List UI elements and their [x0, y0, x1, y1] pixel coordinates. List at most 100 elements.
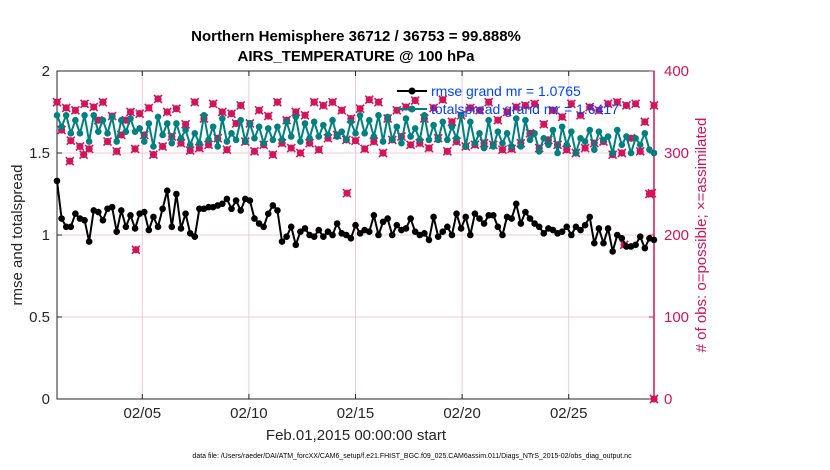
rmse-point — [393, 221, 401, 229]
spread-point — [531, 130, 538, 137]
spread-point — [301, 120, 309, 127]
y-axis-left-ticks: 0 0.5 1 1.5 2 — [29, 63, 62, 408]
obs-point-cross — [392, 105, 402, 115]
spread-point — [627, 149, 635, 157]
obs-point-cross — [112, 146, 122, 156]
spread-point — [558, 123, 566, 131]
obs-point-cross — [497, 145, 508, 155]
spread-point — [577, 134, 584, 142]
obs-point-cross — [530, 99, 540, 109]
obs-point-cross — [484, 97, 494, 107]
rmse-point — [182, 210, 189, 217]
rmse-point — [122, 223, 130, 231]
obs-point-cross — [649, 394, 659, 404]
obs-point-cross — [181, 119, 191, 129]
rmse-point — [467, 231, 474, 239]
obs-point-cross — [429, 103, 439, 113]
rmse-point — [237, 207, 244, 214]
spread-point — [200, 111, 208, 119]
rmse-point — [347, 234, 355, 242]
spread-point — [223, 138, 231, 145]
rmse-point — [526, 215, 534, 222]
rmse-point — [343, 231, 350, 239]
spread-point — [228, 130, 235, 137]
legend-spread-marker — [408, 105, 416, 113]
rmse-point — [595, 225, 603, 232]
rmse-point — [287, 223, 295, 231]
rmse-point — [53, 177, 61, 185]
spread-point — [421, 111, 428, 119]
spread-point — [508, 143, 515, 150]
rmse-point — [457, 225, 465, 232]
rmse-point — [600, 239, 607, 247]
obs-point-cross — [314, 145, 324, 155]
spread-point — [352, 130, 359, 137]
spread-point — [329, 116, 336, 124]
spread-point — [526, 136, 534, 144]
obs-point-cross — [263, 111, 273, 121]
spread-point — [604, 133, 612, 140]
obs-point-cross — [369, 136, 379, 147]
rmse-point — [636, 233, 644, 240]
rmse-point — [453, 210, 460, 217]
rmse-point — [375, 231, 382, 239]
obs-point-cross — [217, 107, 227, 117]
spread-point — [540, 134, 548, 142]
rmse-point — [140, 208, 148, 216]
spread-point — [554, 149, 561, 157]
spread-point — [388, 136, 396, 144]
obs-point-cross — [360, 144, 370, 154]
obs-point-cross — [585, 102, 595, 112]
spread-point — [237, 116, 244, 124]
spread-point — [398, 139, 405, 147]
y-left-tick-label: 1 — [42, 227, 50, 244]
obs-point-cross — [61, 103, 71, 113]
rmse-point — [127, 212, 134, 219]
spread-point — [600, 136, 607, 144]
spread-point — [81, 111, 88, 119]
spread-point — [85, 138, 93, 145]
obs-point-cross — [185, 145, 195, 156]
rmse-point — [95, 208, 102, 216]
spread-point — [650, 149, 658, 157]
obs-point-cross — [130, 144, 140, 154]
chart-title-line1: Northern Hemisphere 36712 / 36753 = 99.8… — [191, 28, 521, 45]
rmse-point — [223, 195, 231, 203]
obs-point-cross — [222, 145, 232, 155]
spread-point — [568, 128, 575, 135]
rmse-point — [154, 223, 162, 231]
rmse-point — [324, 228, 332, 236]
rmse-point — [531, 220, 538, 227]
rmse-point — [407, 215, 414, 222]
rmse-point — [72, 210, 79, 217]
y-axis-left-label: rmse and totalspread — [9, 165, 26, 306]
spread-point — [219, 115, 226, 122]
y-left-tick-label: 2 — [42, 63, 50, 80]
y-left-tick-label: 1.5 — [29, 145, 50, 162]
spread-point — [292, 113, 300, 121]
rmse-point — [535, 223, 543, 231]
spread-point — [549, 126, 557, 134]
spread-point — [375, 111, 382, 119]
spread-point — [90, 111, 98, 119]
spread-point — [95, 128, 102, 135]
rmse-point — [384, 215, 391, 222]
obs-point-cross — [236, 100, 246, 111]
spread-point — [53, 111, 61, 119]
rmse-point — [255, 220, 263, 227]
rmse-point — [494, 223, 502, 231]
rmse-point — [191, 233, 199, 240]
obs-point-cross — [337, 105, 347, 115]
spread-point — [232, 136, 240, 144]
spread-point — [467, 118, 474, 126]
rmse-point — [81, 216, 88, 224]
spread-point — [646, 146, 653, 154]
rmse-point — [269, 202, 277, 209]
spread-point — [595, 128, 603, 135]
spread-point — [177, 134, 185, 142]
obs-point-cross — [272, 97, 282, 107]
spread-point — [448, 123, 456, 131]
y-left-tick-label: 0 — [42, 391, 50, 408]
spread-point — [150, 143, 157, 150]
spread-point — [636, 141, 644, 149]
